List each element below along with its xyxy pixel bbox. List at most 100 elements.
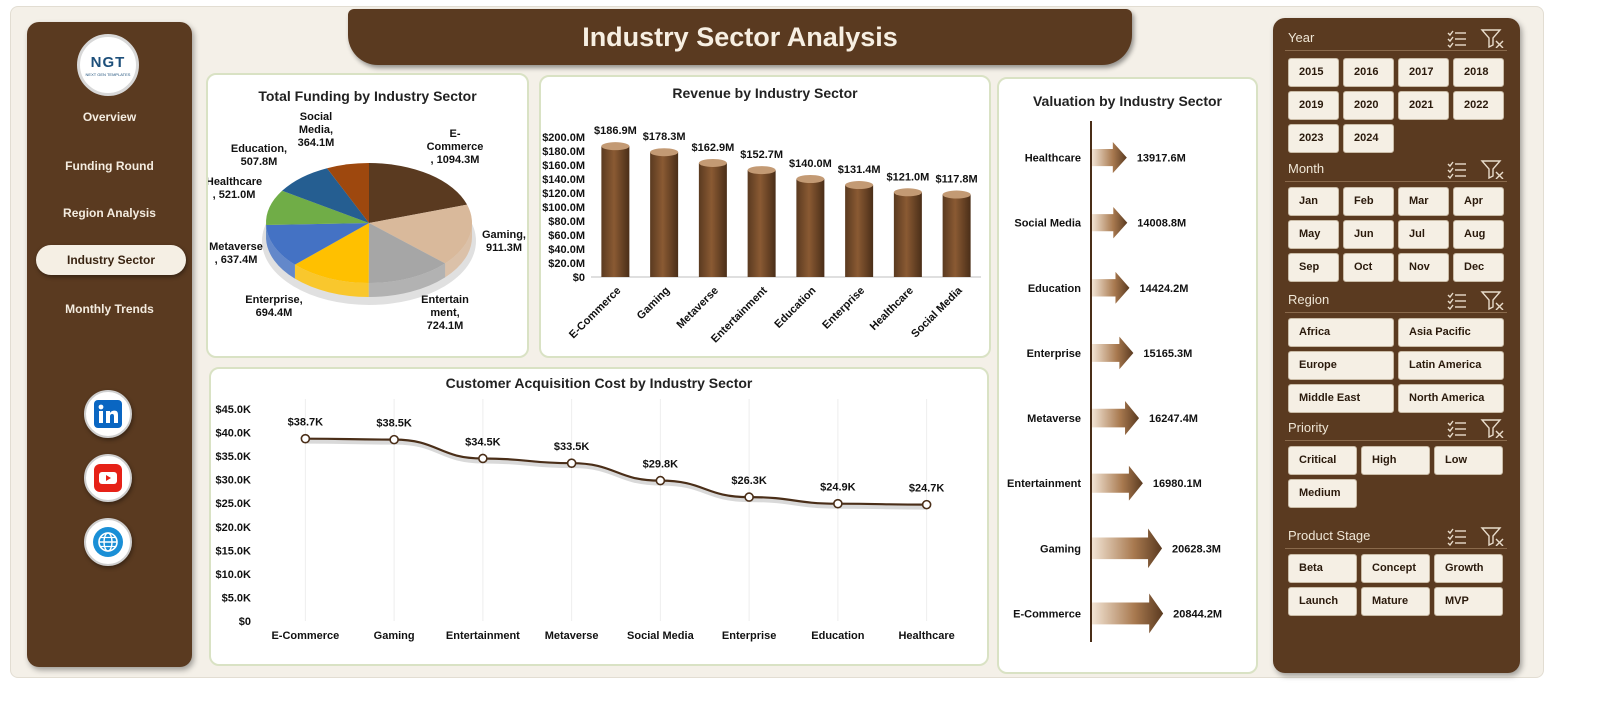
year-option[interactable]: 2019 — [1288, 91, 1339, 120]
product-stage-option[interactable]: Beta — [1288, 554, 1357, 583]
pie-slice-label: Entertain ment, 724.1M — [421, 294, 469, 332]
month-option[interactable]: Sep — [1288, 253, 1339, 282]
nav-item-region-analysis[interactable]: Region Analysis — [63, 206, 156, 220]
valuation-category-label: Education — [1028, 283, 1081, 295]
multi-select-icon[interactable] — [1447, 161, 1466, 180]
year-option[interactable]: 2021 — [1398, 91, 1449, 120]
valuation-category-label: Social Media — [1014, 218, 1082, 230]
month-option[interactable]: Dec — [1453, 253, 1504, 282]
y-tick-label: $180.0M — [542, 146, 585, 158]
month-option[interactable]: Aug — [1453, 220, 1504, 249]
cac-point — [744, 492, 754, 502]
revenue-bar-top — [650, 148, 679, 157]
pie-slice — [368, 223, 446, 283]
multi-select-icon[interactable] — [1447, 420, 1466, 439]
region-option[interactable]: Africa — [1288, 318, 1394, 347]
valuation-arrow — [1092, 401, 1140, 436]
cac-value-label: $34.5K — [465, 436, 501, 448]
month-option[interactable]: Jul — [1398, 220, 1449, 249]
month-option[interactable]: Nov — [1398, 253, 1449, 282]
y-tick-label: $140.0M — [542, 174, 585, 186]
x-tick-label: Healthcare — [868, 285, 916, 333]
year-filter-tools — [1446, 28, 1506, 49]
cac-point — [833, 498, 843, 509]
valuation-value-label: 14424.2M — [1139, 283, 1188, 295]
page-header: Industry Sector Analysis — [348, 9, 1132, 65]
product-stage-option[interactable]: Concept — [1361, 554, 1430, 583]
priority-option[interactable]: Low — [1434, 446, 1503, 475]
pie-slice-label: E-Commerce, 1094.3M — [427, 128, 484, 166]
priority-option[interactable]: High — [1361, 446, 1430, 475]
region-option[interactable]: Middle East — [1288, 384, 1394, 413]
website-button[interactable] — [84, 518, 132, 566]
month-option[interactable]: Apr — [1453, 187, 1504, 216]
month-option[interactable]: Mar — [1398, 187, 1449, 216]
product-stage-option[interactable]: MVP — [1434, 587, 1503, 616]
cac-point — [478, 453, 488, 464]
pie-slice-side — [445, 223, 472, 278]
multi-select-icon[interactable] — [1447, 528, 1466, 547]
month-option[interactable]: Jun — [1343, 220, 1394, 249]
year-option[interactable]: 2018 — [1453, 58, 1504, 87]
month-option[interactable]: Feb — [1343, 187, 1394, 216]
divider — [1285, 548, 1507, 549]
product-stage-option[interactable]: Launch — [1288, 587, 1357, 616]
nav-item-overview[interactable]: Overview — [82, 110, 137, 124]
region-option[interactable]: Asia Pacific — [1398, 318, 1504, 347]
youtube-button[interactable] — [84, 454, 132, 502]
pie-slice — [327, 163, 369, 223]
cac-point — [921, 499, 932, 510]
cac-value-label: $33.5K — [554, 441, 590, 453]
month-option[interactable]: Jan — [1288, 187, 1339, 216]
year-option[interactable]: 2016 — [1343, 58, 1394, 87]
revenue-bar-top — [747, 166, 776, 175]
logo: NGT NEXT GEN TEMPLATES — [77, 34, 139, 96]
cac-value-label: $29.8K — [643, 459, 679, 471]
clear-filter-icon[interactable] — [1480, 160, 1504, 180]
clear-filter-icon[interactable] — [1480, 419, 1504, 439]
year-option[interactable]: 2015 — [1288, 58, 1339, 87]
priority-option[interactable]: Critical — [1288, 446, 1357, 475]
multi-select-icon[interactable] — [1447, 30, 1466, 49]
region-option[interactable]: Europe — [1288, 351, 1394, 380]
linkedin-button[interactable] — [84, 390, 132, 438]
multi-select-icon[interactable] — [1447, 292, 1466, 311]
youtube-icon — [94, 464, 122, 492]
pie-slice — [369, 163, 468, 223]
region-option[interactable]: North America — [1398, 384, 1504, 413]
chart-title: Total Funding by Industry Sector — [258, 88, 477, 104]
revenue-bar-top — [942, 190, 971, 199]
y-tick-label: $5.0K — [222, 592, 251, 604]
x-tick-label: Healthcare — [898, 630, 954, 642]
clear-filter-icon[interactable] — [1480, 527, 1504, 547]
region-option[interactable]: Latin America — [1398, 351, 1504, 380]
nav-item-funding-round[interactable]: Funding Round — [65, 159, 154, 173]
year-option[interactable]: 2022 — [1453, 91, 1504, 120]
clear-filter-icon[interactable] — [1480, 291, 1504, 311]
priority-option[interactable]: Medium — [1288, 479, 1357, 508]
pie-slice-label: Social Media, 364.1M — [298, 111, 335, 149]
cac-value-label: $26.3K — [731, 475, 767, 487]
year-option[interactable]: 2024 — [1343, 124, 1394, 153]
x-tick-label: Gaming — [374, 630, 415, 642]
month-option[interactable]: May — [1288, 220, 1339, 249]
month-option[interactable]: Oct — [1343, 253, 1394, 282]
x-tick-label: Enterprise — [820, 285, 867, 332]
product-stage-option[interactable]: Growth — [1434, 554, 1503, 583]
valuation-value-label: 20628.3M — [1172, 543, 1221, 555]
chart-title: Revenue by Industry Sector — [672, 85, 858, 101]
year-option[interactable]: 2017 — [1398, 58, 1449, 87]
year-option[interactable]: 2023 — [1288, 124, 1339, 153]
valuation-value-label: 16247.4M — [1149, 413, 1198, 425]
year-option[interactable]: 2020 — [1343, 91, 1394, 120]
product-stage-option[interactable]: Mature — [1361, 587, 1430, 616]
clear-filter-icon[interactable] — [1480, 29, 1504, 49]
nav-item-monthly-trends[interactable]: Monthly Trends — [65, 302, 154, 316]
cac-value-label: $24.7K — [909, 483, 945, 495]
priority-filter-tools — [1446, 418, 1506, 439]
valuation-category-label: Healthcare — [1025, 153, 1081, 165]
nav-item-industry-sector[interactable]: Industry Sector — [36, 245, 186, 275]
x-tick-label: Metaverse — [674, 285, 721, 332]
pie-slice-label: Education, 507.8M — [231, 143, 287, 168]
y-tick-label: $100.0M — [542, 202, 585, 214]
